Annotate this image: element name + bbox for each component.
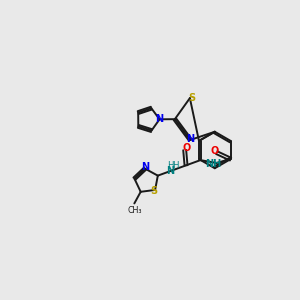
Text: S: S (188, 93, 195, 103)
Text: O: O (210, 146, 218, 156)
Text: N: N (155, 114, 164, 124)
Text: H: H (172, 161, 179, 170)
Text: NH: NH (205, 159, 221, 169)
Text: O: O (182, 143, 190, 153)
Text: N: N (167, 166, 175, 176)
Text: H: H (167, 161, 174, 170)
Text: S: S (150, 186, 158, 196)
Text: N: N (186, 134, 194, 144)
Text: CH₃: CH₃ (127, 206, 142, 215)
Text: N: N (142, 162, 150, 172)
